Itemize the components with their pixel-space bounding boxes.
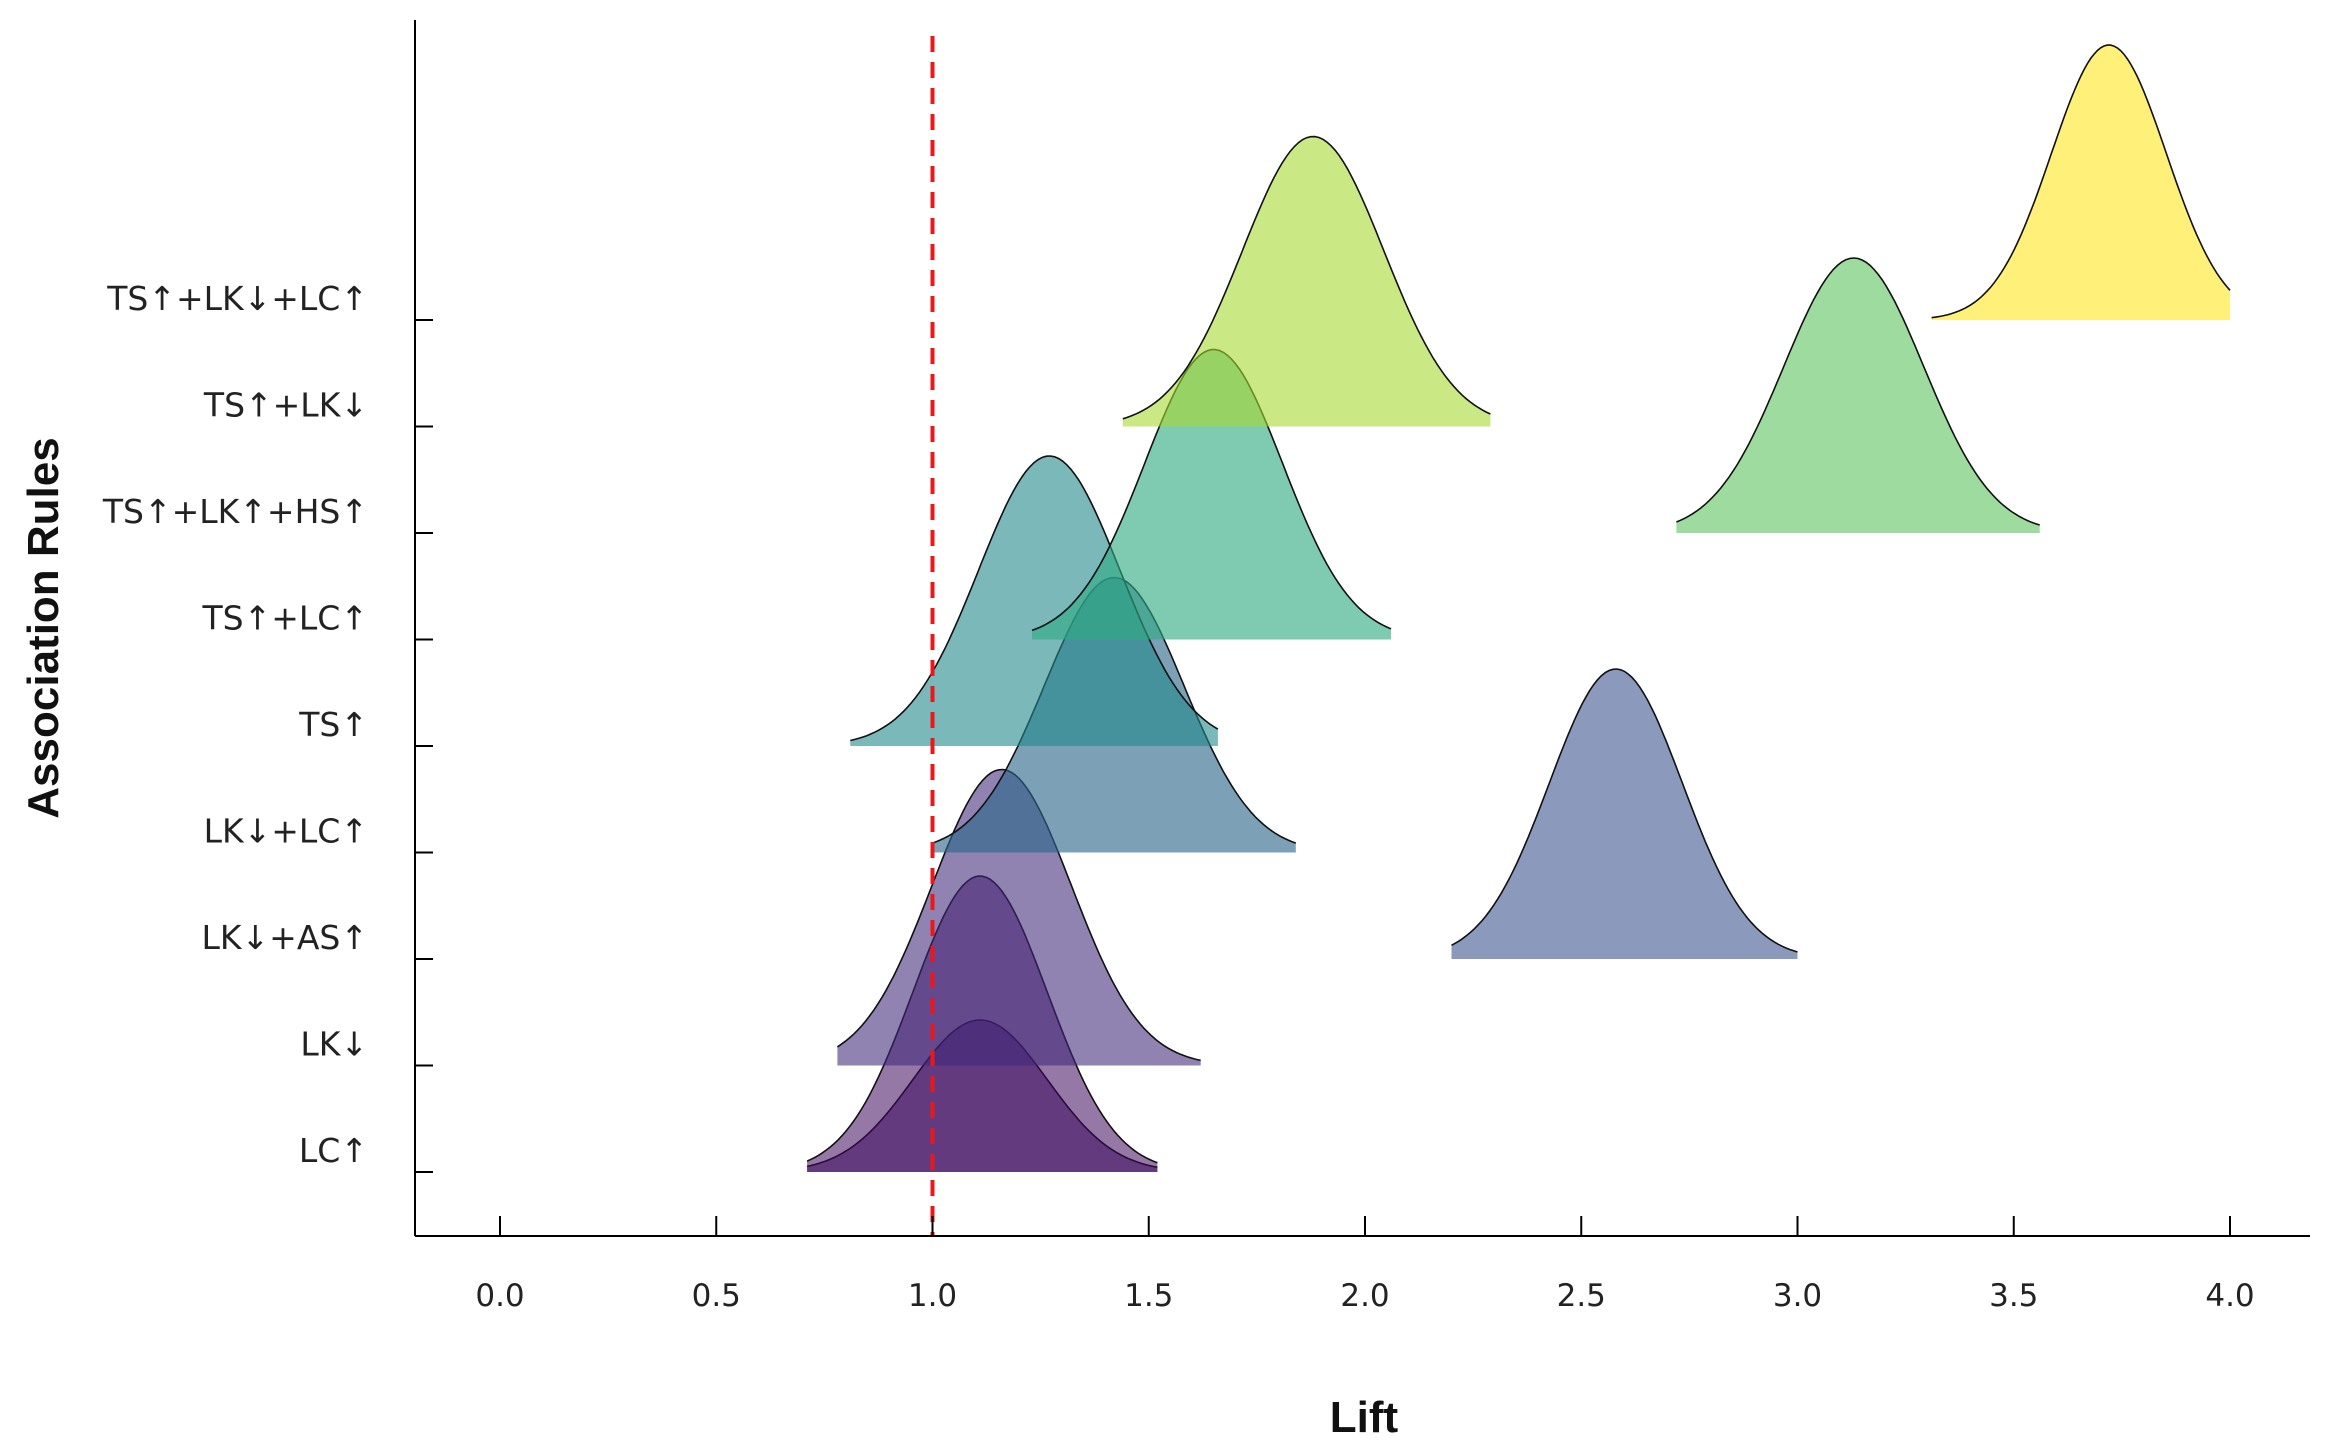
y-axis-title: Association Rules [19,437,68,818]
y-tick-label: LK↓+LC↑ [204,812,368,851]
ridge-3 [1451,669,1798,959]
y-tick-label: LC↑ [299,1131,368,1170]
ridge-7 [1676,258,2040,533]
ridge-outline-8 [1122,135,1491,420]
y-tick-label: TS↑+LK↓ [203,386,368,425]
x-tick-label: 2.0 [1340,1278,1389,1314]
ridges-layer [806,44,2231,1172]
ridge-outline-9 [1931,44,2231,319]
y-tick-label: TS↑ [298,705,368,744]
x-tick-label: 4.0 [2205,1278,2254,1314]
x-tick-label: 0.0 [475,1278,524,1314]
axes-layer [414,20,2310,1237]
x-tick-label: 0.5 [692,1278,741,1314]
x-tick-label: 1.0 [908,1278,957,1314]
x-tick-label: 2.5 [1557,1278,1606,1314]
ridge-8 [1122,136,1491,427]
y-tick-label: LK↓ [300,1025,368,1064]
ridge-9 [1931,45,2230,320]
y-tick-labels: LC↑ LK↓ LK↓+AS↑ LK↓+LC↑ TS↑ TS↑+LC↑ TS↑+LK↑+HS… [102,279,368,1170]
ridge-2 [837,769,1201,1066]
x-tick-label: 3.0 [1773,1278,1822,1314]
ridge-outline-3 [1451,668,1798,953]
ridge-outline-7 [1676,257,2040,526]
ridge-6 [1032,349,1391,640]
x-tick-label: 3.5 [1989,1278,2038,1314]
x-tick-label: 1.5 [1124,1278,1173,1314]
ridge-outline-5 [850,455,1219,742]
y-tick-label: TS↑+LK↑+HS↑ [102,492,368,531]
y-tick-label: TS↑+LC↑ [202,599,368,638]
y-tick-label: LK↓+AS↑ [202,918,369,957]
y-tick-label: TS↑+LK↓+LC↑ [106,279,368,318]
x-axis-title: Lift [1330,1393,1399,1442]
x-tick-labels: 0.0 0.5 1.0 1.5 2.0 2.5 3.0 3.5 4.0 [475,1278,2254,1314]
ridge-5 [850,456,1218,746]
